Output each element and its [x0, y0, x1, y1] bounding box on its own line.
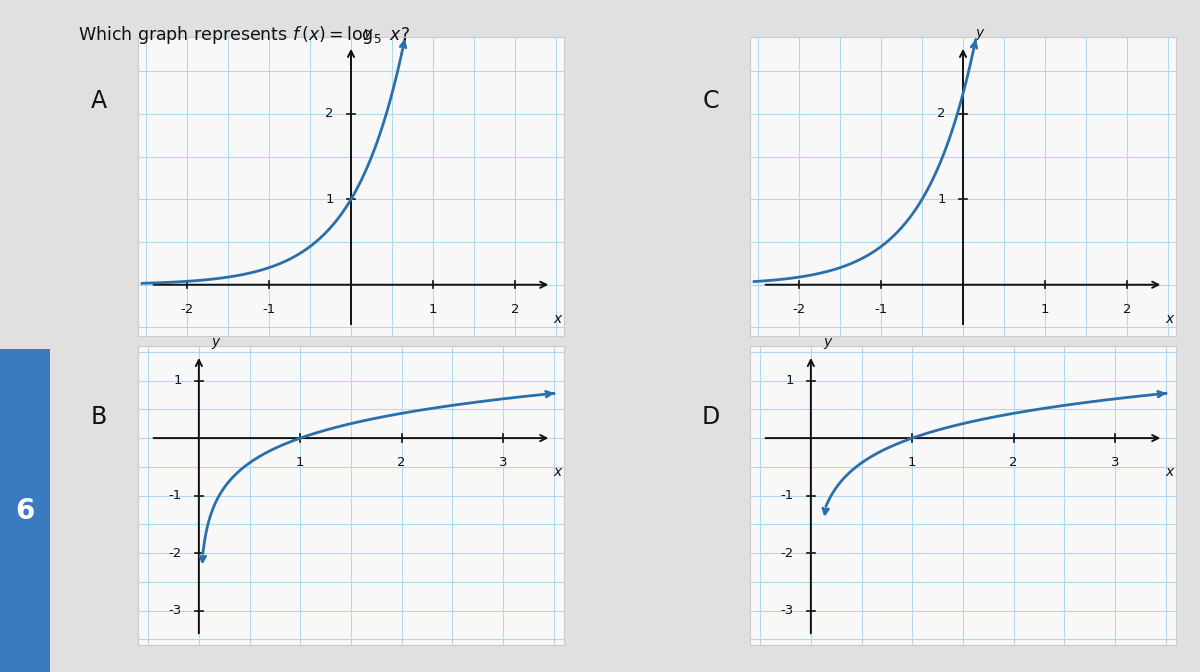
Text: -3: -3 [780, 604, 794, 617]
Text: x: x [553, 465, 562, 479]
Text: -2: -2 [168, 546, 182, 560]
Text: x: x [553, 312, 562, 326]
Text: 1: 1 [296, 456, 305, 469]
Text: -2: -2 [792, 302, 805, 316]
Text: -3: -3 [168, 604, 182, 617]
Text: y: y [364, 26, 372, 40]
Text: 6: 6 [16, 497, 35, 525]
Text: 1: 1 [325, 193, 334, 206]
Text: 3: 3 [1111, 456, 1120, 469]
Text: D: D [701, 405, 720, 429]
Text: 3: 3 [499, 456, 508, 469]
Text: C: C [702, 89, 719, 113]
Text: 1: 1 [428, 302, 437, 316]
Text: 1: 1 [937, 193, 946, 206]
Text: 2: 2 [1122, 302, 1132, 316]
Text: x: x [1165, 312, 1174, 326]
Text: 2: 2 [1009, 456, 1018, 469]
Text: 2: 2 [397, 456, 406, 469]
Text: 2: 2 [325, 108, 334, 120]
Text: -2: -2 [780, 546, 794, 560]
Text: -1: -1 [780, 489, 794, 502]
Text: -2: -2 [180, 302, 193, 316]
Text: Which graph represents $f\,(x) = \log_5\ x$?: Which graph represents $f\,(x) = \log_5\… [78, 24, 410, 46]
Text: A: A [90, 89, 107, 113]
Text: -1: -1 [168, 489, 182, 502]
Text: x: x [1165, 465, 1174, 479]
Text: y: y [823, 335, 832, 349]
Text: 1: 1 [173, 374, 182, 387]
Text: 1: 1 [1040, 302, 1049, 316]
Text: y: y [211, 335, 220, 349]
Text: B: B [90, 405, 107, 429]
Text: 2: 2 [510, 302, 520, 316]
Text: -1: -1 [875, 302, 888, 316]
Text: 1: 1 [908, 456, 917, 469]
Text: 1: 1 [785, 374, 794, 387]
Text: y: y [976, 26, 984, 40]
Text: -1: -1 [263, 302, 276, 316]
Text: 2: 2 [937, 108, 946, 120]
